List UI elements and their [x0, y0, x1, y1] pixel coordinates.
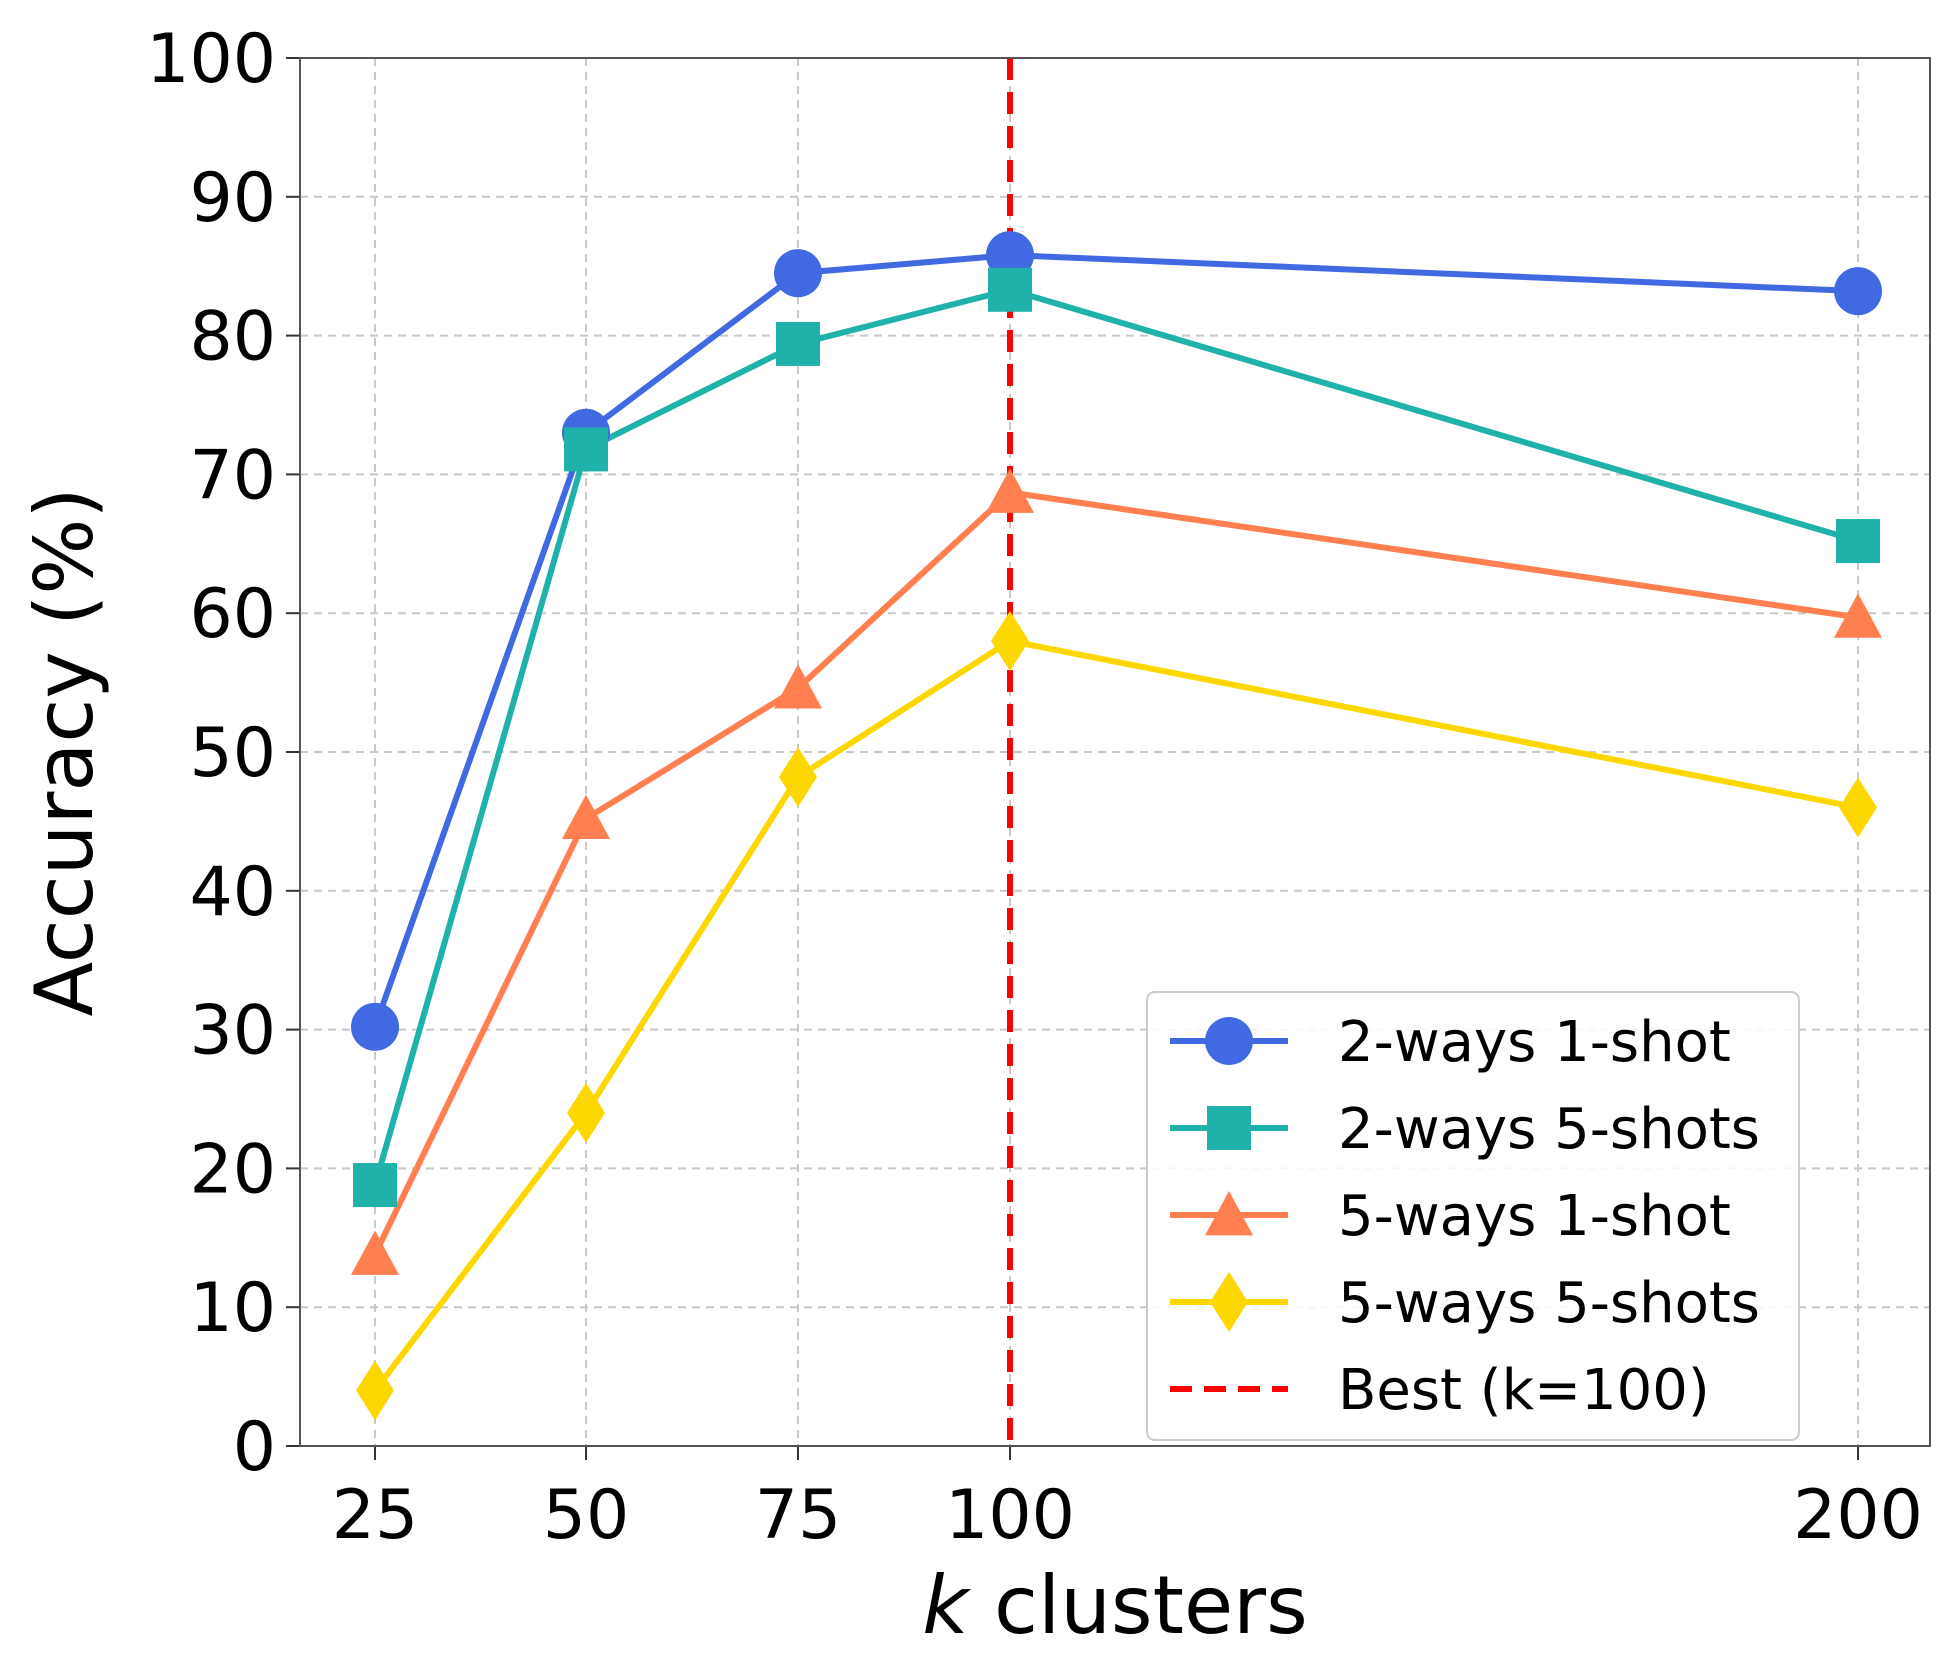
series-line-1: [372, 252, 1859, 1028]
data-point-s2: [353, 1163, 397, 1208]
data-point-s2: [1836, 519, 1880, 564]
data-point-s4: [356, 1360, 394, 1421]
x-tick-labels: 25 50 75 100 200: [332, 1476, 1923, 1555]
y-tick-label: 40: [189, 853, 276, 932]
x-tick-label: 200: [1793, 1476, 1923, 1555]
data-point-s3: [1834, 593, 1882, 638]
x-tick-label: 75: [755, 1476, 842, 1555]
y-tick-label: 0: [233, 1408, 276, 1487]
x-axis-label-variable: k: [922, 1559, 971, 1652]
y-axis-label: Accuracy (%): [18, 487, 111, 1016]
x-axis-label-text: clusters: [969, 1559, 1308, 1652]
y-tick-label: 70: [189, 436, 276, 515]
legend-label: Best (k=100): [1338, 1358, 1710, 1423]
y-tick-label: 90: [189, 159, 276, 238]
legend: 2-ways 1-shot 2-ways 5-shots 5-ways 1-shot…: [1146, 991, 1800, 1441]
data-point-s2: [776, 321, 820, 366]
plot-frame: [299, 57, 1931, 1447]
legend-swatch-marker: [1210, 1272, 1248, 1332]
y-tick-label: 100: [146, 20, 276, 99]
legend-swatch-marker: [1205, 1017, 1253, 1065]
data-point-s3: [774, 664, 822, 709]
data-point-s1: [986, 231, 1034, 280]
y-tick-labels: 0 10 20 30 40 50 60 70 80 90 100: [146, 20, 276, 1487]
data-point-s4: [567, 1082, 605, 1143]
legend-swatch-marker: [1207, 1106, 1251, 1150]
data-point-s4: [779, 746, 817, 807]
y-tick-label: 80: [189, 298, 276, 377]
y-tick-label: 50: [189, 714, 276, 793]
y-tick-label: 60: [189, 575, 276, 654]
legend-label: 5-ways 5-shots: [1338, 1271, 1760, 1336]
markers: [351, 231, 1882, 1421]
data-point-s2: [564, 427, 608, 472]
legend-label: 2-ways 5-shots: [1338, 1097, 1760, 1162]
data-point-s3: [986, 468, 1034, 513]
legend-label: 2-ways 1-shot: [1338, 1010, 1731, 1075]
x-tick-label: 25: [332, 1476, 419, 1555]
y-tick-label: 10: [189, 1269, 276, 1348]
data-point-s3: [562, 794, 610, 840]
legend-swatch-marker: [1205, 1191, 1253, 1236]
x-axis-label: k clusters: [922, 1559, 1308, 1652]
y-tick-label: 20: [189, 1130, 276, 1209]
data-point-s1: [774, 249, 822, 298]
data-point-s4: [1839, 777, 1877, 838]
legend-label: 5-ways 1-shot: [1338, 1184, 1731, 1249]
x-tick-label: 100: [945, 1476, 1075, 1555]
y-tick-label: 30: [189, 992, 276, 1071]
data-point-s1: [351, 1002, 399, 1051]
data-point-s2: [988, 267, 1032, 312]
data-point-s4: [991, 610, 1029, 671]
legend-box: [1146, 991, 1800, 1441]
axis-ticks: [286, 57, 1859, 1460]
data-point-s3: [351, 1230, 399, 1275]
data-point-s1: [1834, 267, 1882, 316]
x-tick-label: 50: [543, 1476, 630, 1555]
